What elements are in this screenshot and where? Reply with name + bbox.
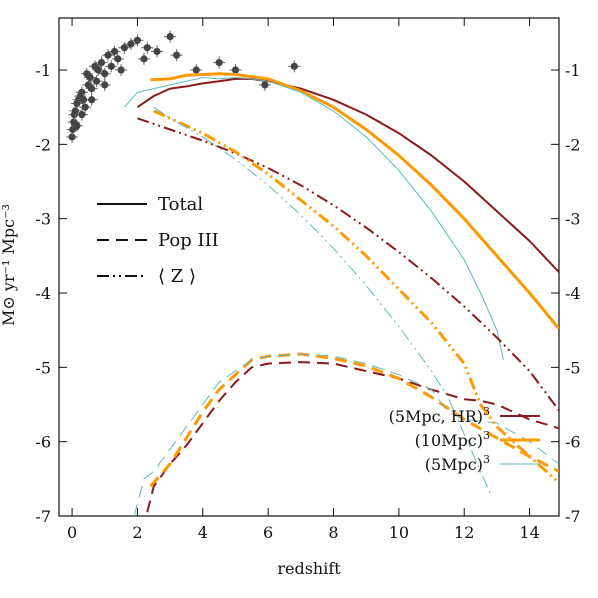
series-layer	[124, 72, 559, 516]
y-tick-label: -6	[35, 433, 51, 452]
y-tick-label-right: -1	[565, 61, 581, 80]
y-tick-label: -2	[35, 135, 51, 154]
run-legend-label-hr: (5Mpc, HR)3	[389, 405, 490, 426]
series-line	[153, 109, 559, 484]
y-tick-label: -5	[35, 358, 51, 377]
obs-point	[133, 36, 142, 44]
obs-point	[120, 44, 128, 52]
obs-point	[127, 40, 135, 48]
obs-point	[261, 81, 269, 89]
series-line	[153, 106, 491, 494]
obs-point	[68, 133, 76, 141]
run-legend-label-10mpc: (10Mpc)3	[415, 429, 490, 450]
y-tick-label-right: -2	[565, 135, 581, 154]
series-line	[149, 352, 559, 488]
run-legend-sup-hr: 3	[483, 405, 490, 418]
x-tick-label: 12	[454, 523, 474, 542]
style-legend: Total Pop III ⟨ Z ⟩	[97, 194, 219, 287]
y-tick-label-right: -3	[565, 210, 581, 229]
obs-point	[215, 58, 223, 67]
obs-point	[101, 70, 109, 78]
x-tick-label: 0	[67, 523, 77, 542]
obs-point	[73, 122, 81, 130]
y-tick-label: -4	[35, 284, 51, 303]
obs-point	[101, 81, 109, 89]
obs-point	[153, 47, 161, 56]
legend-label-total: Total	[158, 194, 203, 215]
obs-point	[290, 62, 298, 70]
obs-point	[110, 47, 119, 56]
axis-ticks: 0 2 4 6 8 10 12 14 -7 -7 -6 -6 -5 -5 -4 -4 -3 -3 -2 -2 -1 -1	[35, 18, 581, 542]
obs-point	[88, 96, 96, 104]
obs-point	[117, 66, 125, 74]
obs-point	[192, 66, 200, 74]
y-axis-label: M⊙ yr⁻¹ Mpc⁻³	[0, 204, 18, 326]
y-tick-label-right: -4	[565, 284, 581, 303]
plot-frame	[58, 17, 560, 517]
series-line	[137, 117, 559, 412]
obs-point	[231, 66, 240, 74]
obs-point	[143, 44, 151, 52]
obs-point	[140, 55, 148, 63]
obs-point	[92, 77, 101, 85]
y-tick-label-right: -7	[565, 507, 581, 526]
y-tick-label: -3	[35, 210, 51, 229]
x-tick-label: 6	[263, 523, 273, 542]
x-tick-label: 14	[519, 523, 539, 542]
x-tick-label: 10	[389, 523, 409, 542]
obs-point	[71, 107, 79, 115]
obs-point	[114, 55, 122, 63]
run-legend-sup-10mpc: 3	[483, 429, 490, 442]
obs-point	[86, 73, 94, 82]
run-legend: (5Mpc, HR)3 (10Mpc)3 (5Mpc)3	[389, 405, 540, 474]
obs-point	[97, 58, 106, 67]
obs-point	[88, 85, 96, 93]
obs-point	[78, 111, 86, 119]
series-line	[124, 77, 504, 361]
x-tick-label: 8	[328, 523, 338, 542]
run-legend-sup-5mpc: 3	[483, 453, 490, 466]
series-line	[146, 361, 559, 513]
obs-point	[104, 51, 112, 59]
x-axis-label: redshift	[277, 559, 341, 578]
legend-label-popiii: Pop III	[158, 230, 219, 251]
y-tick-label: -1	[35, 61, 51, 80]
obs-point	[81, 103, 89, 111]
series-line	[150, 72, 559, 330]
legend-label-metallicity: ⟨ Z ⟩	[158, 266, 196, 287]
x-tick-label: 2	[132, 523, 142, 542]
obs-point	[107, 62, 115, 70]
series-line	[133, 353, 559, 516]
x-tick-label: 4	[198, 523, 208, 542]
obs-point	[78, 88, 86, 96]
obs-point	[166, 32, 174, 41]
obs-point	[173, 51, 181, 59]
y-tick-label: -7	[35, 507, 51, 526]
y-tick-label-right: -5	[565, 358, 581, 377]
run-legend-label-5mpc: (5Mpc)3	[425, 453, 490, 474]
obs-point	[94, 66, 102, 74]
observations-layer	[66, 30, 301, 143]
y-tick-label-right: -6	[565, 433, 581, 452]
